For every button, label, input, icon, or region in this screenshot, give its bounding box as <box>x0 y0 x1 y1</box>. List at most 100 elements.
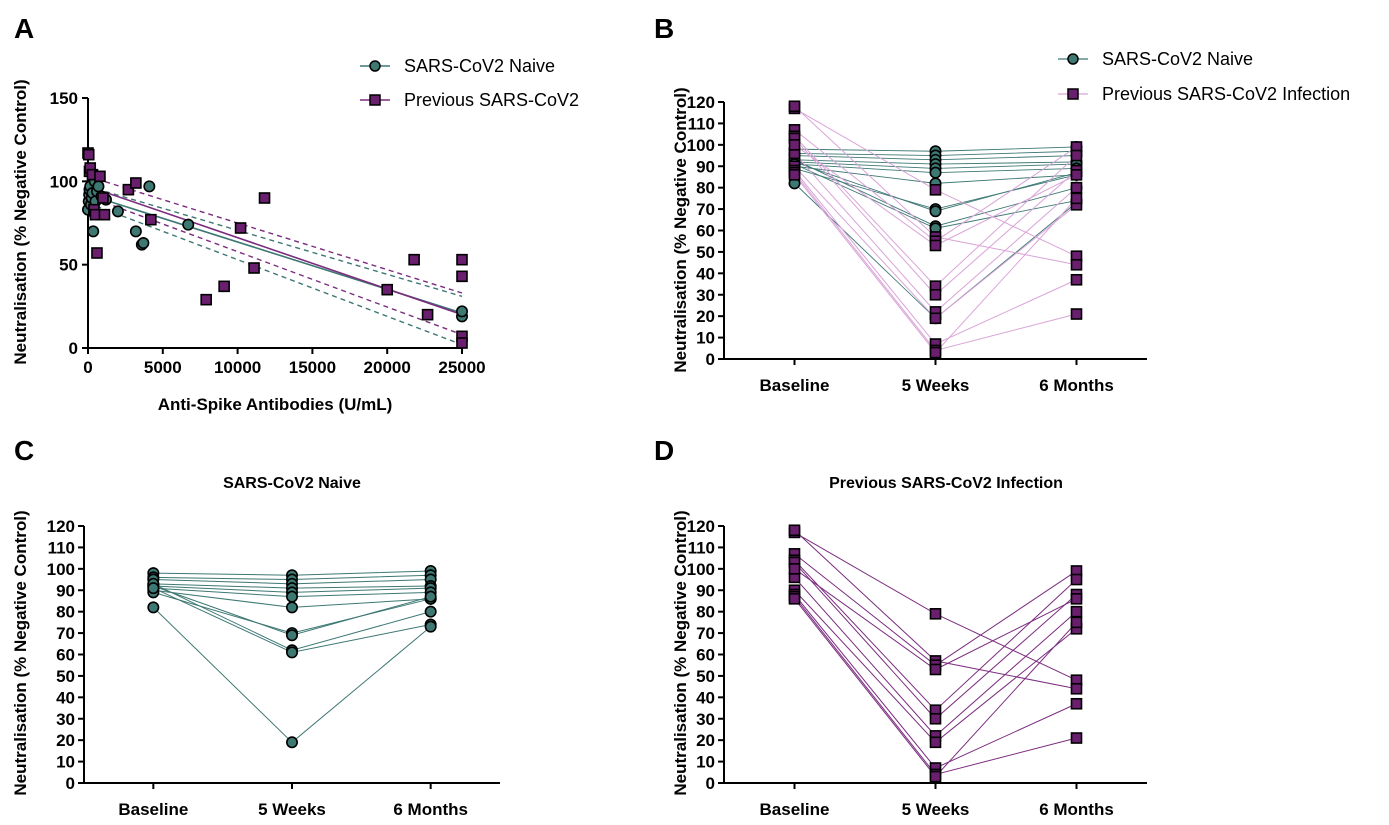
panel-a-legend: SARS-CoV2 Naive Previous SARS-CoV2 <box>360 56 579 110</box>
y-tick-label: 110 <box>48 538 75 557</box>
panel-c-title: SARS-CoV2 Naive <box>223 475 361 492</box>
previous-infection-point <box>929 608 942 620</box>
previous-infection-point <box>1070 181 1083 194</box>
naive-point <box>455 305 468 318</box>
y-tick-label: 50 <box>696 243 715 262</box>
naive-point <box>424 590 437 603</box>
naive-point <box>137 237 150 250</box>
panel-a-x-axis-label: Anti-Spike Antibodies (U/mL) <box>158 395 393 414</box>
y-tick-label: 30 <box>56 710 75 729</box>
y-tick-label: 20 <box>56 731 75 750</box>
confidence-band-lower <box>87 195 463 336</box>
previous-infection-point <box>1070 616 1083 629</box>
previous-infection-point <box>929 312 942 325</box>
legend-naive-label: SARS-CoV2 Naive <box>404 56 555 76</box>
y-tick-label: 20 <box>696 307 715 326</box>
panel-a-regression-lines <box>87 175 463 346</box>
previous-infection-point <box>1070 605 1083 618</box>
panel-d-axes: 0 10 20 30 40 50 60 70 80 90 100 110 120 Baseline 5 We… <box>687 517 1147 819</box>
panel-b-axes: 0 10 20 30 40 50 60 70 80 90 100 110 120 Baseline 5 We… <box>687 93 1147 395</box>
y-tick-label: 60 <box>696 222 715 241</box>
naive-point <box>929 205 942 218</box>
y-tick-label: 10 <box>56 753 75 772</box>
previous-infection-point <box>145 213 157 226</box>
previous-infection-point <box>929 736 942 749</box>
y-tick-label: 0 <box>706 774 715 793</box>
panel-b-legend: SARS-CoV2 Naive Previous SARS-CoV2 Infec… <box>1058 49 1350 104</box>
previous-infection-point <box>788 139 801 151</box>
legend-previous-marker <box>1067 88 1079 100</box>
y-tick-label: 90 <box>696 581 715 600</box>
previous-infection-point <box>248 262 260 274</box>
previous-infection-point <box>258 192 271 204</box>
x-tick-label: 6 Months <box>1039 376 1114 395</box>
previous-infection-point <box>91 247 103 259</box>
previous-infection-point <box>94 170 106 183</box>
y-tick-label: 80 <box>56 603 75 622</box>
naive-point <box>285 629 298 642</box>
y-tick-label: 120 <box>47 517 75 536</box>
y-tick-label: 10 <box>696 753 715 772</box>
y-tick-label: 40 <box>696 688 715 707</box>
previous-infection-point <box>1070 192 1083 205</box>
panel-d-title: Previous SARS-CoV2 Infection <box>829 475 1063 492</box>
y-tick-label: 70 <box>56 624 75 643</box>
y-tick-label: 40 <box>56 688 75 707</box>
y-tick-label: 50 <box>696 667 715 686</box>
panel-a-scatter-chart: 0 50 100 150 0 5000 10000 15000 20000 25000 Anti-… <box>11 56 579 414</box>
previous-infection-point <box>929 712 942 725</box>
naive-point <box>285 736 298 749</box>
x-tick-label: 25000 <box>438 358 485 377</box>
naive-point <box>129 225 142 238</box>
previous-infection-point <box>200 293 212 306</box>
previous-infection-point <box>122 183 135 196</box>
naive-point <box>424 605 437 618</box>
x-tick-label: Baseline <box>760 376 830 395</box>
naive-point <box>147 601 160 614</box>
previous-infection-point <box>1070 573 1083 586</box>
previous-infection-point <box>1070 593 1083 605</box>
x-tick-label: 0 <box>83 358 92 377</box>
previous-infection-point <box>929 288 942 301</box>
y-tick-label: 80 <box>696 603 715 622</box>
regression-line <box>87 185 463 316</box>
panel-c-y-axis-label: Neutralisation (% Negative Control) <box>11 510 30 795</box>
panel-label-d: D <box>654 435 674 466</box>
confidence-band-upper <box>87 185 463 298</box>
panel-d-line-chart: Previous SARS-CoV2 Infection 0 10 20 30 40 50… <box>671 475 1147 819</box>
previous-infection-point <box>408 253 420 266</box>
previous-infection-point <box>456 253 468 266</box>
panel-c-markers <box>147 564 437 749</box>
x-tick-label: 5 Weeks <box>902 376 970 395</box>
y-tick-label: 30 <box>696 286 715 305</box>
previous-infection-point <box>234 222 247 234</box>
x-tick-label: 15000 <box>289 358 336 377</box>
previous-infection-point <box>130 177 142 189</box>
x-tick-label: 6 Months <box>393 800 468 819</box>
y-tick-label: 50 <box>59 256 78 275</box>
panel-a-markers <box>82 147 468 349</box>
previous-infection-point <box>1070 697 1083 710</box>
naive-point <box>143 180 156 193</box>
previous-infection-point <box>929 239 942 252</box>
previous-infection-point <box>421 308 434 321</box>
y-tick-label: 120 <box>687 517 715 536</box>
y-tick-label: 110 <box>688 114 715 133</box>
legend-naive-marker <box>1067 53 1079 65</box>
naive-point <box>424 620 437 633</box>
naive-point <box>929 166 942 179</box>
x-tick-label: Baseline <box>118 800 188 819</box>
previous-infection-point <box>929 346 942 359</box>
naive-point <box>285 601 298 614</box>
confidence-band-upper <box>87 175 463 294</box>
y-tick-label: 0 <box>706 350 715 369</box>
naive-point <box>285 646 298 659</box>
previous-infection-point <box>788 169 801 181</box>
previous-infection-point <box>1070 258 1083 271</box>
y-tick-label: 90 <box>56 581 75 600</box>
x-tick-label: 6 Months <box>1039 800 1114 819</box>
naive-point <box>182 218 195 231</box>
previous-infection-point <box>788 563 801 575</box>
y-tick-label: 150 <box>50 89 78 108</box>
